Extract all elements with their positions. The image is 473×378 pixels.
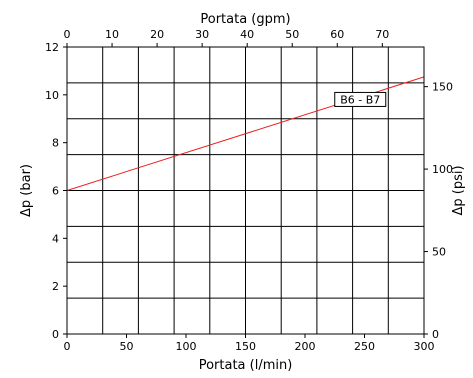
series-label-text: B6 - B7 (340, 93, 380, 106)
y-right-tick-label: 0 (432, 328, 439, 341)
x-tick-label: 300 (414, 340, 435, 353)
x-tick-label: 150 (235, 340, 256, 353)
x-tick-label: 50 (120, 340, 134, 353)
x-tick-label: 100 (176, 340, 197, 353)
y-right-tick-label: 100 (432, 163, 453, 176)
y-tick-label: 2 (52, 280, 59, 293)
x-top-tick-label: 0 (64, 28, 71, 41)
y-tick-label: 10 (45, 89, 59, 102)
y-tick-label: 8 (52, 137, 59, 150)
x-top-tick-label: 60 (330, 28, 344, 41)
x-top-tick-label: 70 (375, 28, 389, 41)
x-top-tick-label: 10 (105, 28, 119, 41)
x-top-tick-label: 20 (150, 28, 164, 41)
series-label-box (334, 91, 387, 107)
x-top-tick-label: 30 (195, 28, 209, 41)
series-label: B6 - B7 (334, 91, 387, 107)
x-tick-label: 250 (354, 340, 375, 353)
y-right-tick-label: 150 (432, 81, 453, 94)
y-right-tick-label: 50 (432, 246, 446, 259)
x-top-tick-label: 50 (285, 28, 299, 41)
y-tick-label: 6 (52, 185, 59, 198)
x-tick-label: 0 (64, 340, 71, 353)
grid (67, 47, 424, 334)
y-axis-title: Δp (bar) (19, 164, 34, 217)
y-right-axis-title: Δp (psi) (451, 165, 466, 215)
y-tick-label: 4 (52, 232, 59, 245)
x-top-axis-title: Portata (gpm) (200, 12, 290, 27)
y-tick-label: 0 (52, 328, 59, 341)
x-axis-title: Portata (l/min) (199, 358, 293, 373)
x-tick-label: 200 (295, 340, 316, 353)
y-tick-label: 12 (45, 41, 59, 54)
x-top-tick-label: 40 (240, 28, 254, 41)
